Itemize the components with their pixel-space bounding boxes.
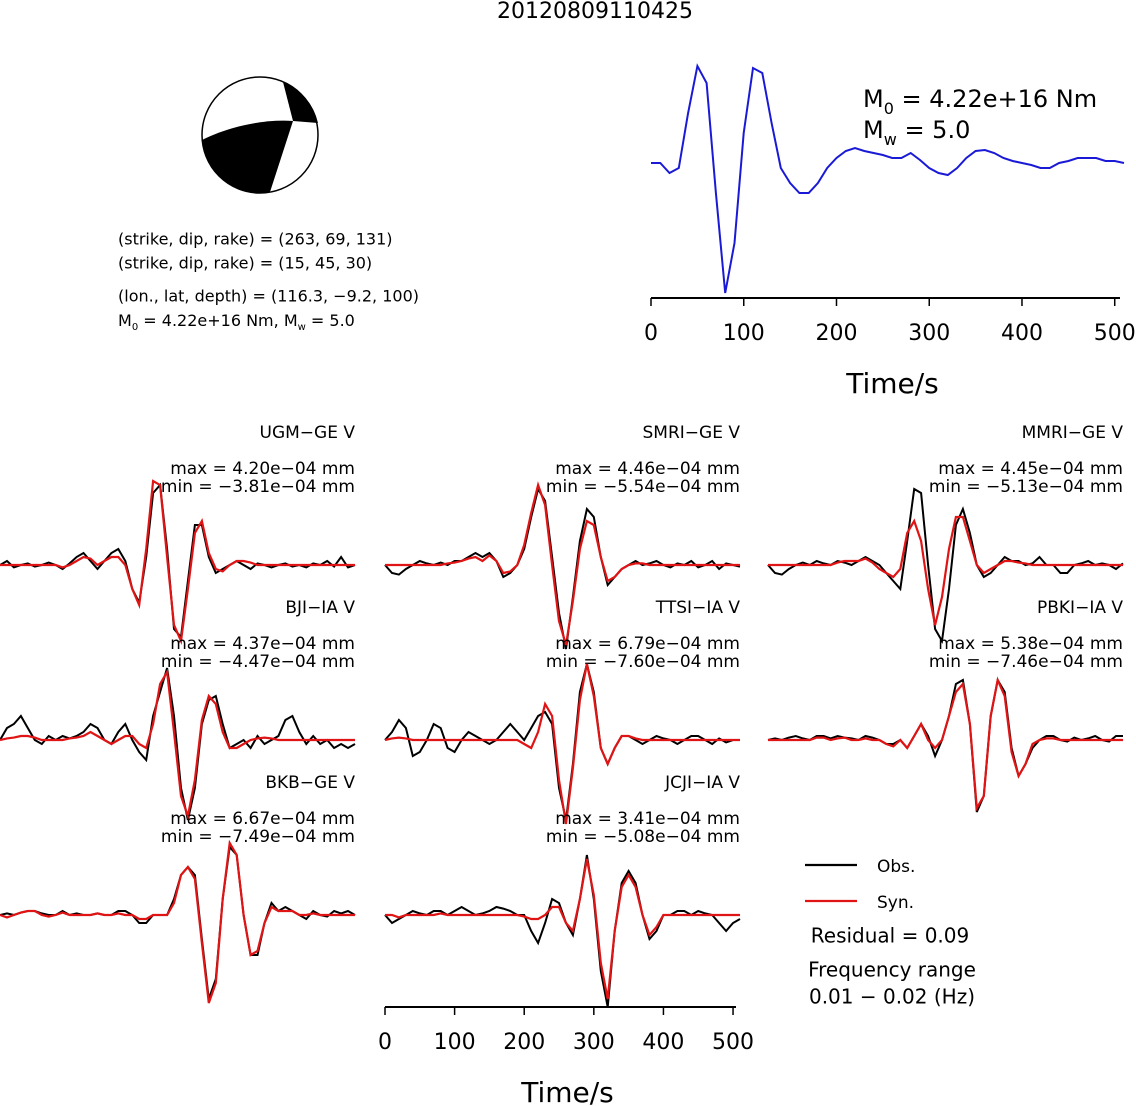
x-axis-label: Time/s [845, 367, 939, 400]
text-part: = 4.22e+16 Nm, M [138, 311, 297, 330]
station-label: UGM−GE V [260, 423, 356, 443]
beachball-quadrant [202, 120, 293, 193]
text-part: = 4.22e+16 Nm [894, 85, 1097, 113]
x-axis-label: Time/s [520, 1076, 614, 1106]
x-tick-label: 300 [908, 321, 950, 346]
station-max: max = 4.46e−04 mm [555, 459, 740, 479]
synthetic-waveform [768, 515, 1123, 626]
x-tick-label: 100 [434, 1030, 476, 1055]
text-part: = 5.0 [897, 116, 971, 144]
x-tick-label: 500 [712, 1030, 754, 1055]
station-max: max = 3.41e−04 mm [555, 809, 740, 829]
x-tick-label: 100 [723, 321, 765, 346]
synthetic-waveform [0, 839, 355, 1004]
station-label: JCJI−IA V [664, 773, 740, 793]
station-max: max = 6.79e−04 mm [555, 634, 740, 654]
x-tick-label: 0 [378, 1030, 392, 1055]
x-tick-label: 400 [1001, 321, 1043, 346]
source-time-function [651, 63, 1125, 294]
station-label: BKB−GE V [265, 773, 355, 793]
station-min: min = −7.60e−04 mm [546, 652, 740, 672]
x-tick-label: 500 [1094, 321, 1136, 346]
text-part: M [118, 311, 132, 330]
synthetic-waveform [0, 668, 355, 821]
station-min: min = −5.08e−04 mm [546, 827, 740, 847]
synthetic-waveform [768, 676, 1123, 812]
subscript: w [884, 130, 897, 149]
station-max: max = 4.37e−04 mm [170, 634, 355, 654]
station-max: max = 4.45e−04 mm [938, 459, 1123, 479]
station-max: max = 6.67e−04 mm [170, 809, 355, 829]
synthetic-waveform [0, 479, 355, 646]
plane-1: (strike, dip, rake) = (263, 69, 131) [118, 230, 393, 249]
text-part: M [863, 85, 884, 113]
x-tick-label: 400 [642, 1030, 684, 1055]
station-label: MMRI−GE V [1022, 423, 1124, 443]
station-max: max = 4.20e−04 mm [170, 459, 355, 479]
frequency-range: 0.01 − 0.02 (Hz) [809, 985, 975, 1009]
frequency-title: Frequency range [808, 958, 976, 982]
stf-label: M0 = 4.22e+16 Nm [863, 85, 1097, 118]
station-label: SMRI−GE V [643, 423, 741, 443]
figure-title: 20120809110425 [497, 0, 693, 24]
observed-waveform [0, 667, 356, 821]
synthetic-waveform [385, 858, 740, 1000]
subscript: w [298, 322, 306, 333]
station-min: min = −7.46e−04 mm [929, 652, 1123, 672]
subscript: 0 [884, 99, 894, 118]
beachball-quadrant [283, 82, 318, 123]
station-label: BJI−IA V [285, 598, 355, 618]
station-min: min = −4.47e−04 mm [161, 652, 355, 672]
synthetic-waveform [384, 663, 740, 825]
legend-label: Syn. [877, 893, 914, 913]
synthetic-waveform [385, 481, 740, 646]
station-min: min = −5.54e−04 mm [546, 477, 740, 497]
residual: Residual = 0.09 [811, 924, 969, 948]
station-max: max = 5.38e−04 mm [938, 634, 1123, 654]
location: (lon., lat, depth) = (116.3, −9.2, 100) [118, 287, 419, 306]
moment: M0 = 4.22e+16 Nm, Mw = 5.0 [118, 311, 355, 333]
station-label: PBKI−IA V [1037, 598, 1123, 618]
station-label: TTSI−IA V [655, 598, 741, 618]
legend-label: Obs. [877, 857, 915, 877]
beachball [201, 76, 319, 194]
plane-2: (strike, dip, rake) = (15, 45, 30) [118, 254, 372, 273]
x-tick-label: 200 [815, 321, 857, 346]
station-min: min = −3.81e−04 mm [161, 477, 355, 497]
text-part: M [863, 116, 884, 144]
stf-label: Mw = 5.0 [863, 116, 970, 149]
station-min: min = −5.13e−04 mm [929, 477, 1123, 497]
x-tick-label: 300 [573, 1030, 615, 1055]
subscript: 0 [132, 322, 138, 333]
station-min: min = −7.49e−04 mm [161, 827, 355, 847]
text-part: = 5.0 [306, 311, 355, 330]
x-tick-label: 0 [644, 321, 658, 346]
x-tick-label: 200 [503, 1030, 545, 1055]
